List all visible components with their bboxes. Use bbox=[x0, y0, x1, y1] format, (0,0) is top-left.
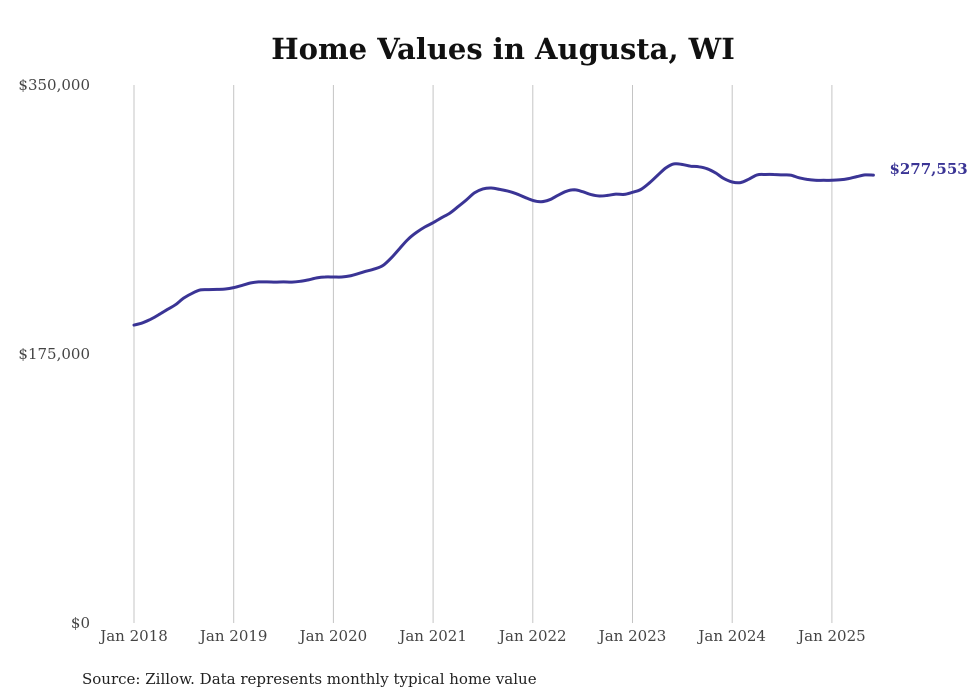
x-axis-ticks: Jan 2018 Jan 2019 Jan 2020 Jan 2021 Jan 2022… bbox=[98, 627, 865, 645]
series-line-home-value bbox=[132, 162, 875, 327]
y-tick-label: $0 bbox=[71, 614, 90, 632]
y-tick-label: $175,000 bbox=[18, 345, 90, 363]
x-tick-label: Jan 2024 bbox=[696, 627, 766, 645]
chart-title: Home Values in Augusta, WI bbox=[271, 32, 735, 66]
gridlines bbox=[133, 85, 833, 623]
end-value-label: $277,553 bbox=[889, 160, 967, 178]
y-axis-ticks: $0 $175,000 $350,000 bbox=[18, 76, 90, 632]
x-tick-label: Jan 2021 bbox=[397, 627, 467, 645]
source-note: Source: Zillow. Data represents monthly … bbox=[82, 670, 537, 688]
x-tick-label: Jan 2020 bbox=[298, 627, 368, 645]
x-tick-label: Jan 2022 bbox=[497, 627, 567, 645]
x-tick-label: Jan 2023 bbox=[597, 627, 667, 645]
x-tick-label: Jan 2018 bbox=[98, 627, 168, 645]
x-tick-label: Jan 2025 bbox=[796, 627, 866, 645]
x-tick-label: Jan 2019 bbox=[198, 627, 268, 645]
y-tick-label: $350,000 bbox=[18, 76, 90, 94]
